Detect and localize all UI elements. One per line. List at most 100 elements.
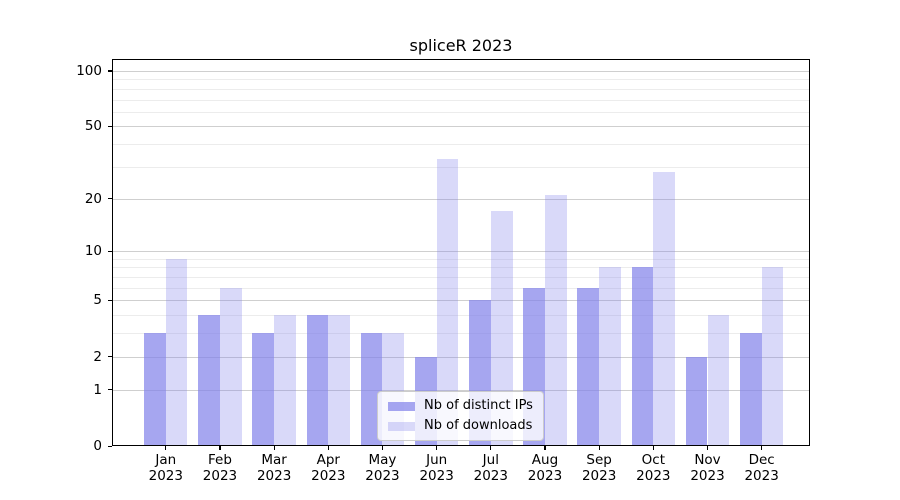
major-gridline	[112, 251, 810, 253]
x-tick-mark	[598, 446, 600, 450]
minor-gridline	[112, 79, 810, 81]
y-axis-tick-label: 50	[84, 118, 102, 135]
bar-downloads-nov	[707, 315, 730, 446]
year-label: 2023	[690, 468, 725, 484]
major-gridline	[112, 126, 810, 128]
month-label: Feb	[208, 452, 232, 468]
year-label: 2023	[419, 468, 454, 484]
bar-downloads-aug	[544, 194, 567, 446]
month-label: Apr	[316, 452, 340, 468]
month-label: Oct	[641, 452, 665, 468]
y-axis-tick-label: 5	[93, 292, 102, 309]
chart-title: spliceR 2023	[409, 36, 513, 55]
bar-distinct-ips-nov	[685, 356, 708, 446]
legend-entry: Nb of distinct IPs	[388, 398, 533, 414]
month-label: Nov	[694, 452, 721, 468]
y-tick-mark	[108, 198, 112, 200]
minor-gridline	[112, 166, 810, 168]
legend-swatch	[388, 421, 415, 431]
major-gridline	[112, 70, 810, 72]
major-gridline	[112, 389, 810, 391]
y-tick-mark	[108, 445, 112, 447]
x-axis-tick-label: Feb 2023	[192, 452, 248, 484]
month-label: Aug	[531, 452, 559, 468]
minor-gridline	[112, 99, 810, 101]
bar-downloads-jun	[436, 159, 459, 446]
month-label: Mar	[261, 452, 287, 468]
major-gridline	[112, 198, 810, 200]
legend-label: Nb of downloads	[424, 418, 533, 433]
minor-gridline	[112, 144, 810, 146]
x-axis-tick-label: May 2023	[354, 452, 410, 484]
year-label: 2023	[581, 468, 617, 484]
bar-distinct-ips-apr	[306, 315, 329, 446]
minor-gridline	[112, 333, 810, 335]
bar-downloads-dec	[761, 267, 784, 446]
bar-distinct-ips-dec	[739, 333, 762, 446]
month-label: Jul	[482, 452, 499, 468]
legend-swatch	[388, 401, 415, 411]
y-axis-tick-label: 10	[84, 243, 102, 260]
x-axis-tick-label: Dec 2023	[734, 452, 790, 484]
x-axis-tick-label: Jan 2023	[138, 452, 194, 484]
bar-distinct-ips-mar	[252, 333, 275, 446]
month-label: Dec	[748, 452, 775, 468]
year-label: 2023	[256, 468, 292, 484]
minor-gridline	[112, 258, 810, 260]
x-axis-tick-label: Aug 2023	[517, 452, 573, 484]
y-tick-mark	[108, 250, 112, 252]
bar-downloads-sep	[599, 267, 621, 446]
x-tick-mark	[490, 446, 492, 450]
bar-distinct-ips-sep	[577, 287, 600, 446]
year-label: 2023	[148, 468, 183, 484]
minor-gridline	[112, 287, 810, 289]
minor-gridline	[112, 88, 810, 90]
x-tick-mark	[327, 446, 329, 450]
legend: Nb of distinct IPs Nb of downloads	[377, 391, 544, 441]
x-tick-mark	[761, 446, 763, 450]
bar-downloads-apr	[328, 315, 350, 446]
x-axis-tick-label: Apr 2023	[300, 452, 356, 484]
y-axis-tick-label: 100	[76, 62, 102, 79]
major-gridline	[112, 356, 810, 358]
minor-gridline	[112, 277, 810, 278]
bar-downloads-oct	[653, 172, 676, 446]
legend-entry: Nb of downloads	[388, 418, 533, 434]
x-tick-mark	[706, 446, 709, 450]
x-tick-mark	[219, 446, 221, 450]
y-tick-mark	[108, 389, 112, 391]
minor-gridline	[112, 267, 810, 269]
year-label: 2023	[473, 468, 508, 484]
minor-gridline	[112, 315, 810, 317]
x-axis-tick-label: Jun 2023	[409, 452, 465, 484]
bar-distinct-ips-oct	[631, 267, 654, 446]
year-label: 2023	[744, 468, 779, 484]
year-label: 2023	[311, 468, 346, 484]
legend-label: Nb of distinct IPs	[424, 398, 533, 413]
x-tick-mark	[436, 446, 438, 450]
x-axis-tick-label: Sep 2023	[571, 452, 627, 484]
year-label: 2023	[365, 468, 400, 484]
y-tick-mark	[108, 125, 112, 128]
year-label: 2023	[527, 468, 563, 484]
x-tick-mark	[273, 446, 275, 450]
x-tick-mark	[544, 446, 546, 450]
x-tick-mark	[652, 446, 654, 450]
year-label: 2023	[202, 468, 238, 484]
month-label: May	[368, 452, 397, 468]
bar-distinct-ips-jan	[144, 333, 166, 446]
x-axis-tick-label: Nov 2023	[680, 452, 736, 484]
x-axis-tick-label: Jul 2023	[463, 452, 519, 484]
month-label: Jun	[426, 452, 448, 468]
month-label: Jan	[155, 452, 177, 468]
bar-downloads-jan	[165, 258, 188, 446]
y-axis-tick-label: 1	[93, 381, 102, 398]
y-tick-mark	[108, 299, 112, 302]
y-tick-mark	[108, 356, 112, 358]
x-axis-tick-label: Mar 2023	[246, 452, 302, 484]
bar-downloads-jul	[490, 211, 513, 446]
year-label: 2023	[636, 468, 671, 484]
y-axis-tick-label: 0	[93, 438, 102, 454]
y-tick-mark	[108, 70, 112, 72]
x-tick-mark	[165, 446, 167, 450]
